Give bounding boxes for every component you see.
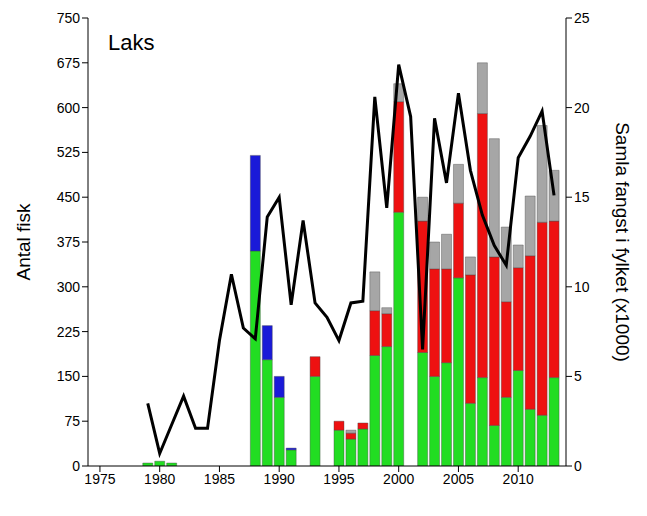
html-text:Laks: Laks — [108, 30, 155, 55]
svg-text:15: 15 — [574, 189, 590, 205]
svg-text:675: 675 — [57, 55, 81, 71]
svg-text:Samla fangst i fylket (x1000): Samla fangst i fylket (x1000) — [612, 122, 633, 362]
svg-text:450: 450 — [57, 189, 81, 205]
svg-text:375: 375 — [57, 234, 81, 250]
svg-text:525: 525 — [57, 144, 81, 160]
svg-text:5: 5 — [574, 368, 582, 384]
svg-text:1975: 1975 — [84, 471, 115, 487]
svg-text:Antal fisk: Antal fisk — [13, 203, 34, 281]
svg-text:225: 225 — [57, 324, 81, 340]
svg-text:25: 25 — [574, 10, 590, 26]
svg-text:1990: 1990 — [264, 471, 295, 487]
svg-text:150: 150 — [57, 368, 81, 384]
svg-text:1995: 1995 — [323, 471, 354, 487]
svg-text:75: 75 — [64, 413, 80, 429]
svg-text:300: 300 — [57, 279, 81, 295]
svg-text:2010: 2010 — [503, 471, 534, 487]
svg-text:1980: 1980 — [144, 471, 175, 487]
svg-text:0: 0 — [72, 458, 80, 474]
svg-text:0: 0 — [574, 458, 582, 474]
svg-text:600: 600 — [57, 100, 81, 116]
svg-text:750: 750 — [57, 10, 81, 26]
svg-text:2000: 2000 — [383, 471, 414, 487]
svg-text:20: 20 — [574, 100, 590, 116]
svg-text:10: 10 — [574, 279, 590, 295]
svg-text:2005: 2005 — [443, 471, 474, 487]
svg-text:1985: 1985 — [204, 471, 235, 487]
